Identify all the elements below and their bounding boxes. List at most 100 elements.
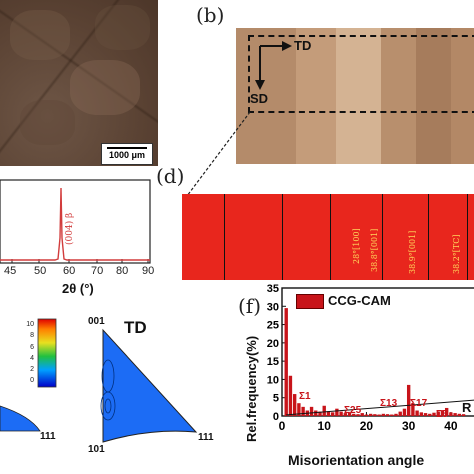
xrd-tick: 45 <box>4 265 17 277</box>
histogram-bar <box>368 413 373 416</box>
histogram-bar <box>385 414 390 416</box>
colorbar-tick: 4 <box>30 354 34 362</box>
sigma-annotation: Σ1 <box>299 391 311 402</box>
xrd-peak-label: (004) β <box>65 212 75 245</box>
colorbar-tick: 2 <box>30 366 34 374</box>
histogram-bar <box>364 414 369 416</box>
histogram-bar <box>453 413 457 416</box>
corner-label: 101 <box>88 444 105 455</box>
grain-stripe <box>451 28 474 164</box>
xrd-plot <box>0 179 151 264</box>
colorbar-tick: 8 <box>30 332 34 340</box>
histogram-bar <box>347 412 352 416</box>
corner-label: 111 <box>40 431 56 442</box>
misorientation-histogram: 0 5 10 15 20 25 30 35 0 10 20 30 40 <box>267 283 474 433</box>
histogram-bar <box>343 413 348 416</box>
xrd-tick: 90 <box>142 265 155 277</box>
colorbar-tick: 6 <box>30 343 34 351</box>
xrd-xlabel: 2θ (°) <box>62 281 94 296</box>
micrograph-a <box>0 0 158 166</box>
histogram-bar <box>444 407 449 416</box>
histogram-bar <box>419 412 424 416</box>
sd-axis-label: SD <box>250 91 269 106</box>
grain-region <box>95 5 150 50</box>
histogram-bar <box>352 413 356 416</box>
histogram-bar <box>402 408 407 416</box>
legend-label: CCG-CAM <box>328 293 391 308</box>
colorbar-tick: 10 <box>26 321 34 328</box>
histogram-bar <box>356 414 360 416</box>
grain-boundary <box>428 194 429 280</box>
y-tick-label: 5 <box>273 393 279 405</box>
histogram-bar <box>411 403 415 416</box>
ebsd-annotation: 38.9°[001] <box>408 230 417 274</box>
histogram-bar <box>436 411 440 416</box>
xrd-tick: 80 <box>116 265 129 277</box>
histogram-bar <box>335 408 339 416</box>
grain-boundary <box>224 194 225 280</box>
histogram-bar <box>330 412 335 416</box>
region-box <box>248 35 474 113</box>
contour <box>104 398 112 414</box>
x-tick-label: 0 <box>279 419 286 433</box>
micrograph-b <box>236 28 474 164</box>
histogram-bar <box>398 411 402 416</box>
y-tick-label: 30 <box>267 301 279 313</box>
grain-boundary <box>467 194 468 280</box>
sigma-annotation: Σ25 <box>344 405 362 416</box>
td-sd-axes <box>255 41 292 90</box>
colorbar <box>37 318 57 388</box>
scale-bar-text: 1000 μm <box>108 150 146 160</box>
pole-figure-left <box>0 405 41 432</box>
histogram-bar <box>440 410 445 416</box>
histogram-bar <box>461 414 466 416</box>
x-tick-label: 40 <box>444 419 458 433</box>
ebsd-annotation: 28°[100] <box>352 228 361 264</box>
x-tick-label: 30 <box>402 419 416 433</box>
histogram-bar <box>360 413 364 416</box>
grain-stripe <box>381 28 416 164</box>
grain-region <box>70 60 140 115</box>
corner-label: 001 <box>88 316 105 327</box>
histogram-bar <box>377 414 381 416</box>
pole-figure-td <box>102 328 198 443</box>
pole-figures <box>0 318 198 443</box>
histogram-bar <box>428 413 432 416</box>
y-tick-label: 10 <box>267 374 279 386</box>
random-distribution-line <box>286 399 474 416</box>
pole-figure-title: TD <box>124 318 147 337</box>
grain-region <box>10 10 70 60</box>
colorbar-ticks: 10 8 6 4 2 0 <box>4 319 34 387</box>
histogram-bar <box>288 375 293 416</box>
corner-label: 111 <box>198 432 214 443</box>
histogram-bar <box>394 413 398 416</box>
histogram-bar <box>297 403 301 416</box>
colorbar-tick: 0 <box>30 377 34 385</box>
ebsd-annotation: 38.2°[TC] <box>452 234 461 274</box>
histogram-bar <box>284 308 288 416</box>
histogram-bar <box>457 413 462 416</box>
panel-d-label: (d) <box>156 164 185 188</box>
f-xlabel: Misorientation angle <box>288 452 425 468</box>
y-tick-label: 20 <box>267 338 279 350</box>
grain-stripe <box>416 28 451 164</box>
zoom-connector <box>186 111 251 197</box>
histogram-bar <box>339 411 343 416</box>
histogram-bar <box>292 394 297 416</box>
grain-stripe <box>336 28 381 164</box>
xrd-tick: 70 <box>91 265 104 277</box>
histogram-bar <box>373 414 377 416</box>
histogram-bar <box>318 411 322 416</box>
series-r-label: R <box>462 400 472 415</box>
x-tick-label: 20 <box>360 419 374 433</box>
grain-boundary <box>330 194 331 280</box>
histogram-bar <box>423 413 428 416</box>
sigma-annotation: Σ17 <box>410 398 428 409</box>
ebsd-annotation: 38.8°[001] <box>370 228 379 272</box>
scale-bar-line <box>107 147 147 149</box>
histogram-bar <box>322 405 326 416</box>
histogram-bar <box>415 410 419 416</box>
histogram-bar <box>326 411 331 416</box>
grain-boundary <box>382 194 383 280</box>
ebsd-map: 28°[100] 38.8°[001] 38.9°[001] 38.2°[TC] <box>182 194 474 280</box>
